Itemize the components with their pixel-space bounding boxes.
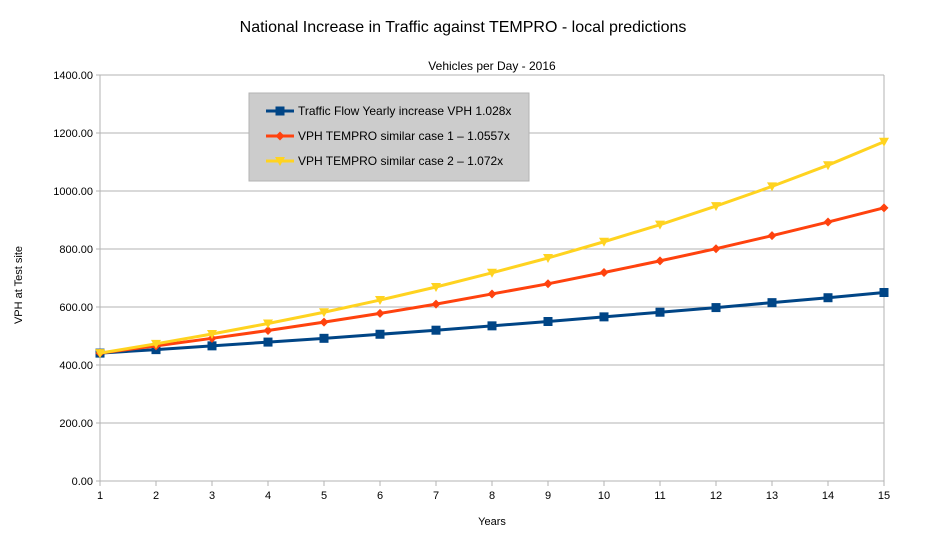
y-tick-label: 400.00 bbox=[59, 360, 93, 372]
x-tick-label: 5 bbox=[321, 490, 327, 502]
data-point bbox=[767, 298, 777, 308]
x-tick-label: 15 bbox=[878, 490, 890, 502]
data-point bbox=[431, 299, 441, 309]
x-tick-label: 12 bbox=[710, 490, 722, 502]
data-point bbox=[375, 308, 385, 318]
data-point bbox=[487, 321, 497, 331]
data-point bbox=[655, 307, 665, 317]
x-tick-label: 3 bbox=[209, 490, 215, 502]
x-tick-label: 11 bbox=[654, 490, 665, 502]
data-point bbox=[375, 296, 385, 306]
y-tick-label: 1400.00 bbox=[53, 70, 93, 82]
data-point bbox=[599, 312, 609, 322]
data-point bbox=[319, 333, 329, 343]
data-point bbox=[375, 329, 385, 339]
data-point bbox=[543, 253, 553, 263]
chart-title: National Increase in Traffic against TEM… bbox=[239, 19, 687, 36]
legend-swatch-marker bbox=[275, 106, 285, 116]
y-tick-label: 1000.00 bbox=[53, 186, 93, 198]
data-point bbox=[879, 137, 889, 147]
y-tick-label: 600.00 bbox=[59, 302, 93, 314]
data-point bbox=[767, 231, 777, 241]
y-tick-label: 0.00 bbox=[72, 476, 93, 488]
x-tick-label: 14 bbox=[822, 490, 834, 502]
data-point bbox=[95, 349, 105, 359]
x-tick-label: 1 bbox=[97, 490, 103, 502]
legend-entry: VPH TEMPRO similar case 1 – 1.0557x bbox=[298, 129, 510, 143]
legend: Traffic Flow Yearly increase VPH 1.028x V… bbox=[248, 92, 530, 182]
x-tick-label: 9 bbox=[545, 490, 551, 502]
y-tick-label: 200.00 bbox=[59, 418, 93, 430]
series-line bbox=[99, 206, 885, 355]
data-point bbox=[319, 308, 329, 318]
data-point bbox=[263, 325, 273, 335]
axes: 0.00 200.00 400.00 600.00 800.00 1000.00 1200.… bbox=[53, 70, 890, 502]
data-point bbox=[599, 267, 609, 277]
x-tick-label: 8 bbox=[489, 490, 495, 502]
data-point bbox=[431, 325, 441, 335]
data-point bbox=[655, 220, 665, 230]
series-3 bbox=[95, 137, 889, 359]
data-point bbox=[879, 203, 889, 213]
data-point bbox=[767, 182, 777, 192]
x-tick-label: 2 bbox=[153, 490, 159, 502]
x-axis-label: Years bbox=[478, 516, 506, 528]
y-tick-label: 800.00 bbox=[59, 244, 93, 256]
data-point bbox=[543, 317, 553, 326]
data-point bbox=[823, 217, 833, 227]
data-point bbox=[319, 317, 329, 327]
data-point bbox=[263, 337, 273, 347]
x-tick-label: 13 bbox=[766, 490, 778, 502]
legend-box bbox=[248, 92, 530, 182]
data-point bbox=[487, 268, 497, 278]
data-point bbox=[711, 244, 721, 254]
legend-swatch-marker bbox=[275, 131, 285, 141]
data-point bbox=[207, 341, 217, 351]
data-point bbox=[711, 202, 721, 212]
x-tick-label: 6 bbox=[377, 490, 383, 502]
legend-entry: VPH TEMPRO similar case 2 – 1.072x bbox=[298, 154, 503, 168]
data-point bbox=[655, 256, 665, 266]
data-point bbox=[263, 319, 273, 329]
data-point bbox=[879, 288, 889, 297]
data-point bbox=[543, 279, 553, 289]
data-point bbox=[151, 339, 161, 349]
x-tick-label: 7 bbox=[433, 490, 439, 502]
series-layer bbox=[95, 137, 889, 359]
data-point bbox=[487, 289, 497, 299]
data-point bbox=[207, 329, 217, 339]
data-point bbox=[823, 293, 833, 303]
data-point bbox=[431, 282, 441, 292]
legend-swatch-marker bbox=[275, 157, 285, 166]
chart-subtitle: Vehicles per Day - 2016 bbox=[428, 59, 556, 73]
x-tick-label: 10 bbox=[598, 490, 610, 502]
y-tick-label: 1200.00 bbox=[53, 128, 93, 140]
legend-entry: Traffic Flow Yearly increase VPH 1.028x bbox=[298, 104, 511, 118]
data-point bbox=[599, 237, 609, 247]
x-tick-label: 4 bbox=[265, 490, 271, 502]
data-point bbox=[711, 303, 721, 313]
data-point bbox=[823, 161, 833, 171]
